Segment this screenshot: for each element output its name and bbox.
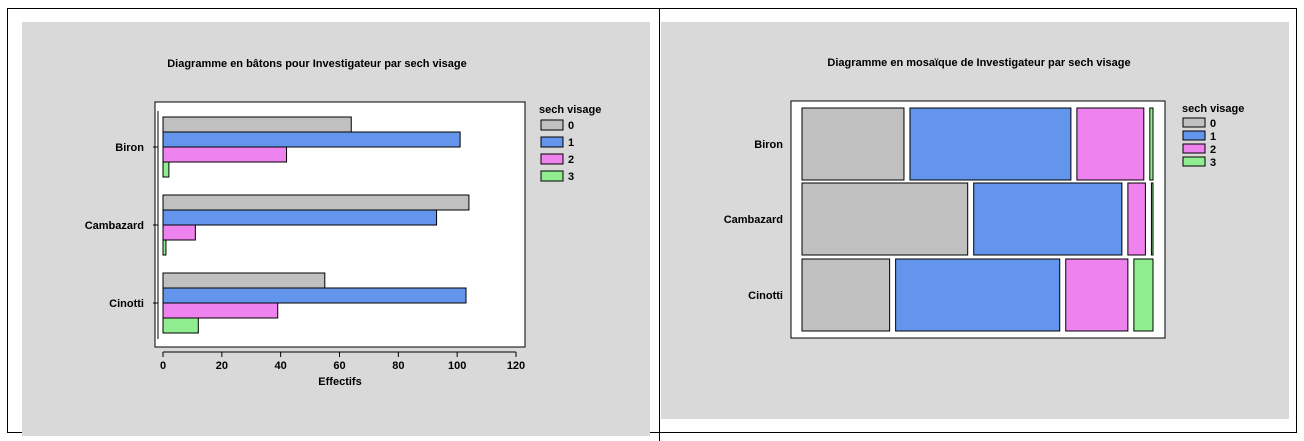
mosaic-tile-1 [909,107,1072,181]
bar-3 [162,239,167,256]
mosaic-chart-panel: Diagramme en mosaïque de Investigateur p… [661,22,1289,419]
legend-label-0: 0 [1210,118,1216,130]
bar-2 [162,302,279,319]
legend-label-3: 3 [1210,157,1216,169]
bar-x-tick-label: 60 [333,360,345,372]
mosaic-tile-2 [1076,107,1145,181]
legend-label-2: 2 [568,154,574,166]
legend-label-0: 0 [568,120,574,132]
bar-legend-title: sech visage [539,104,601,116]
mosaic-tile-0 [801,182,969,256]
bar-x-tick-label: 40 [275,360,287,372]
legend-swatch-3 [1182,156,1206,167]
bar-1 [162,209,438,226]
mosaic-tile-2 [1127,182,1146,256]
legend-swatch-1 [1182,130,1206,141]
mosaic-category-label: Cambazard [724,214,783,226]
legend-swatch-2 [1182,143,1206,154]
bar-2 [162,146,288,163]
bar-x-tick-label: 0 [160,360,166,372]
bar-1 [162,131,461,148]
legend-swatch-3 [540,170,564,182]
mosaic-tile-0 [801,107,905,181]
bar-x-tick-label: 100 [448,360,466,372]
bar-category-label: Cinotti [109,298,144,310]
legend-swatch-1 [540,136,564,148]
mosaic-tile-2 [1065,258,1129,332]
bar-category-label: Biron [115,142,144,154]
bar-0 [162,272,326,289]
mosaic-tile-3 [1133,258,1154,332]
mosaic-category-label: Biron [754,139,783,151]
bar-x-tick-label: 20 [216,360,228,372]
bar-3 [162,161,170,178]
bar-chart: Diagramme en bâtons pour Investigateur p… [85,58,602,388]
bar-2 [162,224,196,241]
bar-0 [162,116,352,133]
bar-x-tick-label: 80 [392,360,404,372]
legend-swatch-2 [540,153,564,165]
mosaic-tile-1 [973,182,1123,256]
legend-label-1: 1 [1210,131,1216,143]
legend-swatch-0 [1182,117,1206,128]
mosaic-chart: Diagramme en mosaïque de Investigateur p… [724,57,1244,339]
bar-x-axis-label: Effectifs [318,376,361,388]
legend-label-3: 3 [568,171,574,183]
bar-chart-panel: Diagramme en bâtons pour Investigateur p… [22,22,650,436]
mosaic-tile-0 [801,258,891,332]
bar-x-tick-label: 120 [507,360,525,372]
outer-frame [7,8,1297,433]
mosaic-tile-1 [895,258,1061,332]
bar-0 [162,194,470,211]
bar-chart-title: Diagramme en bâtons pour Investigateur p… [167,58,467,70]
mosaic-tile-3 [1149,107,1154,181]
mosaic-category-label: Cinotti [748,290,783,302]
bar-1 [162,287,467,304]
bar-3 [162,317,199,334]
mosaic-tile-3 [1150,182,1154,256]
mosaic-legend-title: sech visage [1182,103,1244,115]
mosaic-chart-title: Diagramme en mosaïque de Investigateur p… [827,57,1130,69]
legend-label-2: 2 [1210,144,1216,156]
legend-swatch-0 [540,119,564,131]
panel-divider [659,8,660,441]
legend-label-1: 1 [568,137,574,149]
bar-category-label: Cambazard [85,220,144,232]
